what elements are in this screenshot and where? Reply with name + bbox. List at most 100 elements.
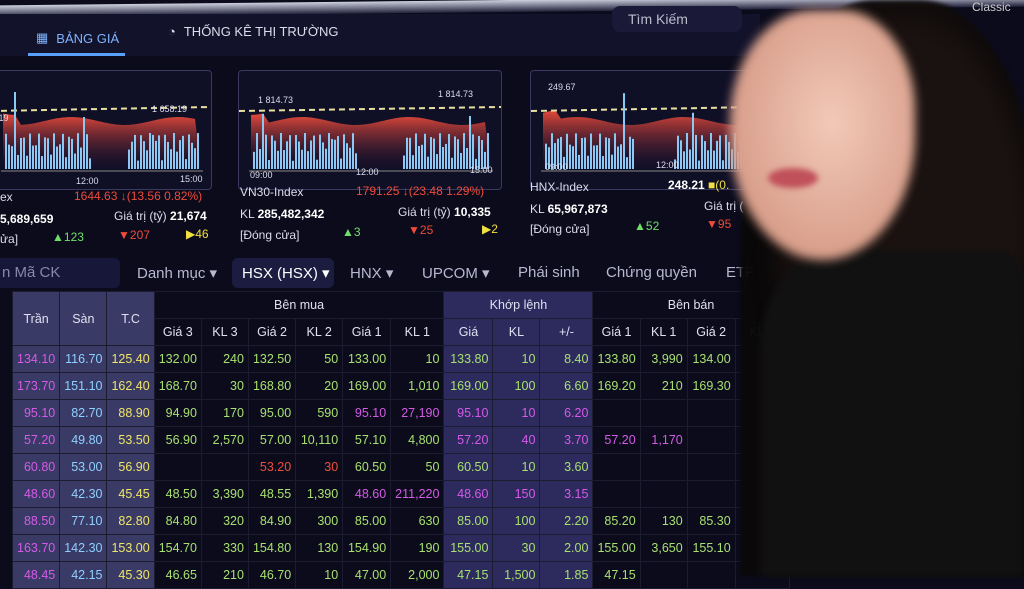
volume-bar	[409, 137, 411, 169]
volume-bar	[161, 160, 163, 169]
col-header[interactable]: KL 3	[200, 318, 249, 346]
volume-bar	[197, 133, 199, 169]
table-cell: 2.00	[539, 534, 594, 562]
volume-bar	[152, 134, 154, 169]
table-cell: 45.45	[106, 480, 155, 508]
filter-danh-muc[interactable]: Danh mục ▾	[137, 265, 218, 282]
volume-bar	[194, 148, 196, 169]
table-cell: 20	[295, 372, 344, 400]
clock-icon: ◔	[168, 24, 176, 39]
filter-phai-sinh[interactable]: Phái sinh	[518, 264, 580, 281]
col-header[interactable]: KL 1	[639, 318, 688, 346]
volume-bar	[481, 139, 483, 169]
volume-bar	[448, 134, 450, 169]
col-header[interactable]: Giá 2	[686, 318, 736, 346]
col-header[interactable]: Giá	[443, 318, 494, 346]
table-row[interactable]: 173.70 151.10 162.40 168.70 30 168.80 20 169.00…	[11, 372, 790, 400]
col-header[interactable]: KL	[492, 318, 541, 346]
volume-bar	[334, 139, 336, 169]
col-header[interactable]: Giá 2	[247, 318, 297, 346]
table-cell: 320	[200, 507, 249, 535]
filter-chung-quyen[interactable]: Chứng quyền	[606, 264, 697, 281]
volume-bar	[50, 154, 52, 169]
table-cell: 170	[200, 399, 249, 427]
table-cell: 42.15	[59, 561, 108, 589]
grid-icon: ▦	[36, 30, 49, 45]
volume-bar	[80, 147, 82, 169]
tab-bang-gia[interactable]: ▦ BẢNG GIÁ	[27, 30, 126, 56]
volume-bar	[692, 112, 694, 169]
volume-bar	[277, 150, 279, 169]
volume-bar	[319, 134, 321, 169]
volume-bar	[605, 137, 607, 169]
decliners: 95	[717, 217, 732, 231]
table-cell	[639, 453, 688, 481]
volume-bar	[310, 140, 312, 169]
volume-bar	[140, 135, 142, 169]
table-cell: 10	[295, 561, 344, 589]
table-cell	[200, 453, 249, 481]
volume-bar	[433, 138, 435, 169]
filter-upcom[interactable]: UPCOM ▾	[422, 265, 490, 282]
table-row[interactable]: 48.45 42.15 45.30 46.65 210 46.70 10 47.00 2,000…	[11, 561, 790, 589]
index-area	[3, 113, 201, 169]
volume-bar	[128, 149, 130, 169]
col-header[interactable]: Giá 1	[592, 318, 641, 346]
table-row[interactable]: 95.10 82.70 88.90 94.90 170 95.00 590 95.10 27,1…	[11, 399, 790, 427]
filter-etf[interactable]: ETF	[726, 264, 755, 281]
table-cell: 134.00	[686, 345, 736, 373]
volume-bar	[584, 137, 586, 169]
placeholder: n Mã CK	[2, 264, 61, 281]
label: KL	[240, 207, 255, 221]
col-header[interactable]: KL 2	[295, 318, 344, 346]
table-cell: 48.55	[247, 480, 297, 508]
col-header[interactable]: KL 1	[390, 318, 445, 346]
group-khop-lenh: Khớp lệnh	[443, 291, 594, 319]
col-header[interactable]: +/-	[539, 318, 594, 346]
volume-bar	[466, 147, 468, 169]
volume-bar	[68, 136, 70, 169]
decliners: 25	[419, 223, 434, 237]
volume-bar	[587, 155, 589, 169]
value-traded: 21,674	[170, 209, 207, 223]
table-row[interactable]: 48.60 42.30 45.45 48.50 3,390 48.55 1,390 48.60…	[11, 480, 790, 508]
volume-bar	[86, 134, 88, 169]
table-cell: 46.65	[153, 561, 202, 589]
filter-hnx[interactable]: HNX ▾	[350, 265, 394, 282]
volume-bar	[746, 159, 748, 169]
table-row[interactable]: 134.10 116.70 125.40 132.00 240 132.50 50 133.0…	[11, 345, 790, 373]
table-cell: 57.20	[443, 426, 494, 454]
stock-search-input[interactable]: n Mã CK	[0, 258, 120, 288]
table-cell	[639, 561, 688, 589]
index-chart-vnindex	[0, 70, 212, 190]
filter-hsx[interactable]: HSX (HSX) ▾	[242, 265, 330, 282]
tab-thong-ke[interactable]: ◔ THỐNG KÊ THỊ TRƯỜNG	[168, 24, 339, 39]
reference-line	[530, 106, 760, 112]
volume-bar	[566, 133, 568, 169]
theme-toggle[interactable]: Classic	[972, 0, 1011, 14]
table-cell: 10	[492, 453, 541, 481]
table-cell	[734, 561, 790, 589]
volume-bar	[182, 135, 184, 169]
volume-bar	[412, 155, 414, 169]
table-cell: 142.30	[59, 534, 108, 562]
col-header[interactable]: Giá 3	[153, 318, 202, 346]
table-row[interactable]: 60.80 53.00 56.90 53.20 30 60.50 50 60.50 10 3.60	[11, 453, 790, 481]
advancers: 3	[353, 225, 361, 239]
table-cell: 60.80	[11, 453, 61, 481]
table-cell: 132.00	[153, 345, 202, 373]
table-cell: 27,190	[390, 399, 445, 427]
volume-bar	[430, 137, 432, 169]
col-header[interactable]: Giá 1	[342, 318, 392, 346]
table-row[interactable]: 88.50 77.10 82.80 84.80 320 84.90 300 85.00 630 8…	[11, 507, 790, 535]
table-cell: 95.10	[11, 399, 61, 427]
decliners: 207	[129, 228, 150, 242]
search-input[interactable]: Tìm Kiếm	[612, 6, 742, 32]
volume-bar	[337, 136, 339, 169]
table-row[interactable]: 163.70 142.30 153.00 154.70 330 154.80 130 154.…	[11, 534, 790, 562]
table-row[interactable]: 57.20 49.80 53.50 56.90 2,570 57.00 10,110 57.1…	[11, 426, 790, 454]
table-cell: 53.00	[59, 453, 108, 481]
volume-bar	[322, 142, 324, 169]
col-header[interactable]: KL 2	[734, 318, 790, 346]
table-cell: 100	[492, 507, 541, 535]
